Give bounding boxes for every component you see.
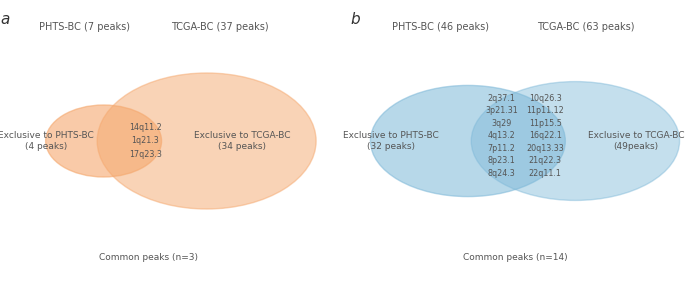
Text: 14q11.2
1q21.3
17q23.3: 14q11.2 1q21.3 17q23.3 bbox=[129, 123, 162, 159]
Ellipse shape bbox=[46, 105, 162, 177]
Text: TCGA-BC (37 peaks): TCGA-BC (37 peaks) bbox=[171, 22, 268, 32]
Text: 2q37.1
3p21.31
3q29
4q13.2
7p11.2
8p23.1
8q24.3: 2q37.1 3p21.31 3q29 4q13.2 7p11.2 8p23.1… bbox=[485, 94, 518, 178]
Text: Exclusive to PHTS-BC
(32 peaks): Exclusive to PHTS-BC (32 peaks) bbox=[343, 131, 438, 151]
Text: TCGA-BC (63 peaks): TCGA-BC (63 peaks) bbox=[537, 22, 634, 32]
Ellipse shape bbox=[370, 85, 566, 197]
Text: Common peaks (n=3): Common peaks (n=3) bbox=[99, 253, 198, 262]
Text: PHTS-BC (46 peaks): PHTS-BC (46 peaks) bbox=[393, 22, 489, 32]
Text: Common peaks (n=14): Common peaks (n=14) bbox=[463, 253, 567, 262]
Text: Exclusive to TCGA-BC
(49peaks): Exclusive to TCGA-BC (49peaks) bbox=[587, 131, 684, 151]
Text: b: b bbox=[350, 12, 360, 27]
Text: PHTS-BC (7 peaks): PHTS-BC (7 peaks) bbox=[38, 22, 130, 32]
Text: a: a bbox=[1, 12, 10, 27]
Text: 10q26.3
11p11.12
11p15.5
16q22.1
20q13.33
21q22.3
22q11.1: 10q26.3 11p11.12 11p15.5 16q22.1 20q13.3… bbox=[526, 94, 564, 178]
Ellipse shape bbox=[97, 73, 316, 209]
Ellipse shape bbox=[471, 81, 680, 201]
Text: Exclusive to PHTS-BC
(4 peaks): Exclusive to PHTS-BC (4 peaks) bbox=[0, 131, 94, 151]
Text: Exclusive to TCGA-BC
(34 peaks): Exclusive to TCGA-BC (34 peaks) bbox=[194, 131, 290, 151]
